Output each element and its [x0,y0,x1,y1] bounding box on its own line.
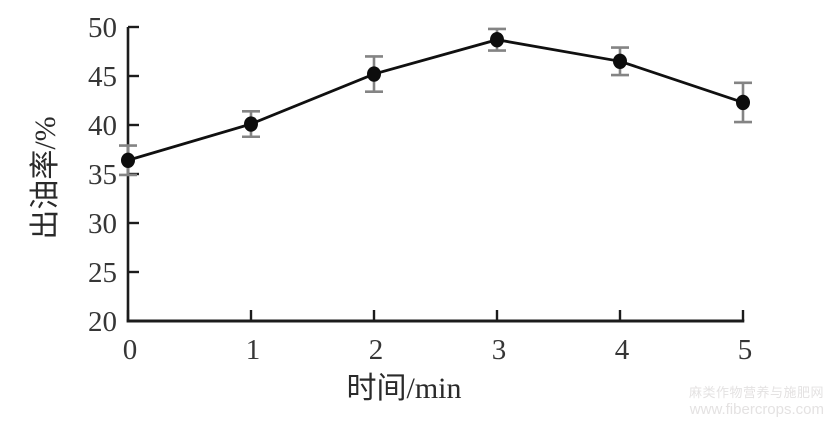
data-point-marker [367,66,381,82]
x-tick-label: 0 [123,334,138,366]
x-tick-label: 3 [492,334,507,366]
y-tick-label: 25 [88,257,117,289]
markers-layer [121,32,750,168]
x-tick-label: 1 [246,334,261,366]
x-tick-label: 2 [369,334,384,366]
data-point-marker [736,94,750,111]
error-bars-layer [119,27,752,177]
x-axis-title: 时间/min [346,372,461,405]
data-line-layer [127,38,744,162]
y-tick-label: 50 [88,12,117,44]
y-tick-label: 35 [88,159,117,191]
data-point-marker [613,53,627,69]
data-point-marker [121,152,135,168]
y-axis-title: 出油率/% [29,116,62,239]
y-tick-label: 30 [88,208,117,240]
data-point-marker [490,32,504,48]
y-tick-label: 20 [88,306,117,338]
y-tick-label: 40 [88,110,117,142]
x-tick-label: 4 [615,334,630,366]
x-tick-label: 5 [738,334,753,366]
y-tick-label: 45 [88,61,117,93]
data-line [127,38,744,162]
data-point-marker [244,116,258,132]
